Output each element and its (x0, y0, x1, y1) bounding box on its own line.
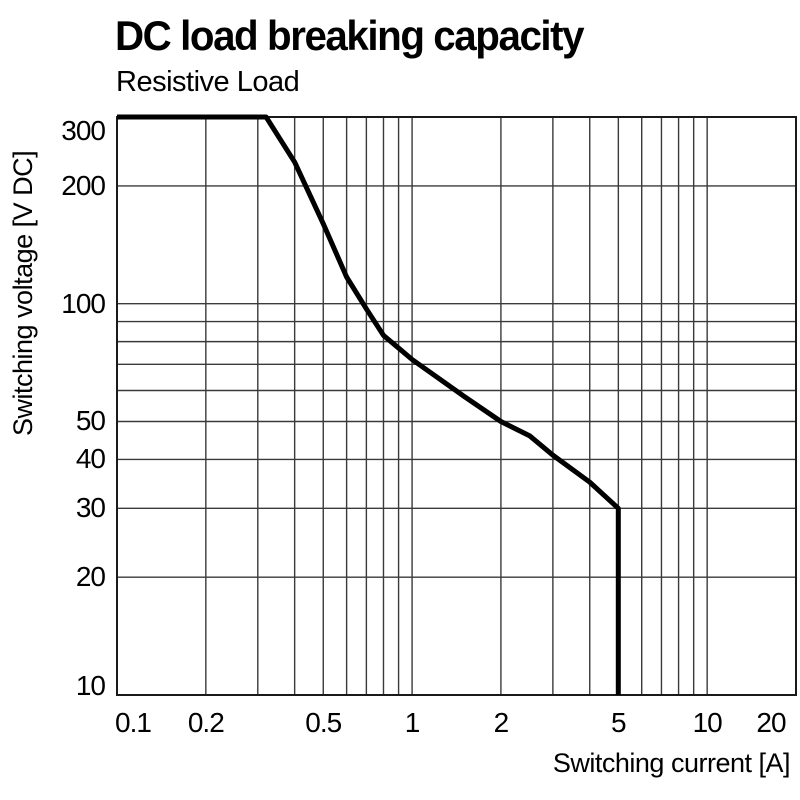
chart-title: DC load breaking capacity (115, 12, 585, 59)
y-tick-label: 10 (75, 670, 106, 701)
y-tick-label: 300 (61, 115, 106, 146)
y-tick-label: 40 (75, 443, 106, 475)
y-tick-label: 50 (75, 405, 106, 437)
y-tick-label: 20 (75, 561, 106, 593)
y-tick-label: 100 (61, 287, 106, 319)
x-tick-label: 0.1 (115, 707, 152, 738)
x-tick-label: 5 (611, 707, 627, 738)
y-axis-label: Switching voltage [V DC] (8, 150, 38, 436)
x-tick-label: 10 (692, 707, 723, 738)
x-axis-label: Switching current [A] (552, 748, 791, 778)
y-tick-label: 200 (61, 169, 106, 201)
chart-subtitle: Resistive Load (116, 66, 300, 98)
x-tick-label: 1 (404, 707, 421, 738)
x-tick-label: 2 (493, 707, 510, 738)
capacity-curve (117, 114, 621, 695)
x-tick-label: 20 (756, 707, 786, 738)
y-tick-label: 30 (75, 492, 106, 524)
x-tick-label: 0.5 (305, 707, 342, 738)
plot-border (116, 116, 797, 696)
x-tick-label: 0.2 (187, 707, 225, 738)
